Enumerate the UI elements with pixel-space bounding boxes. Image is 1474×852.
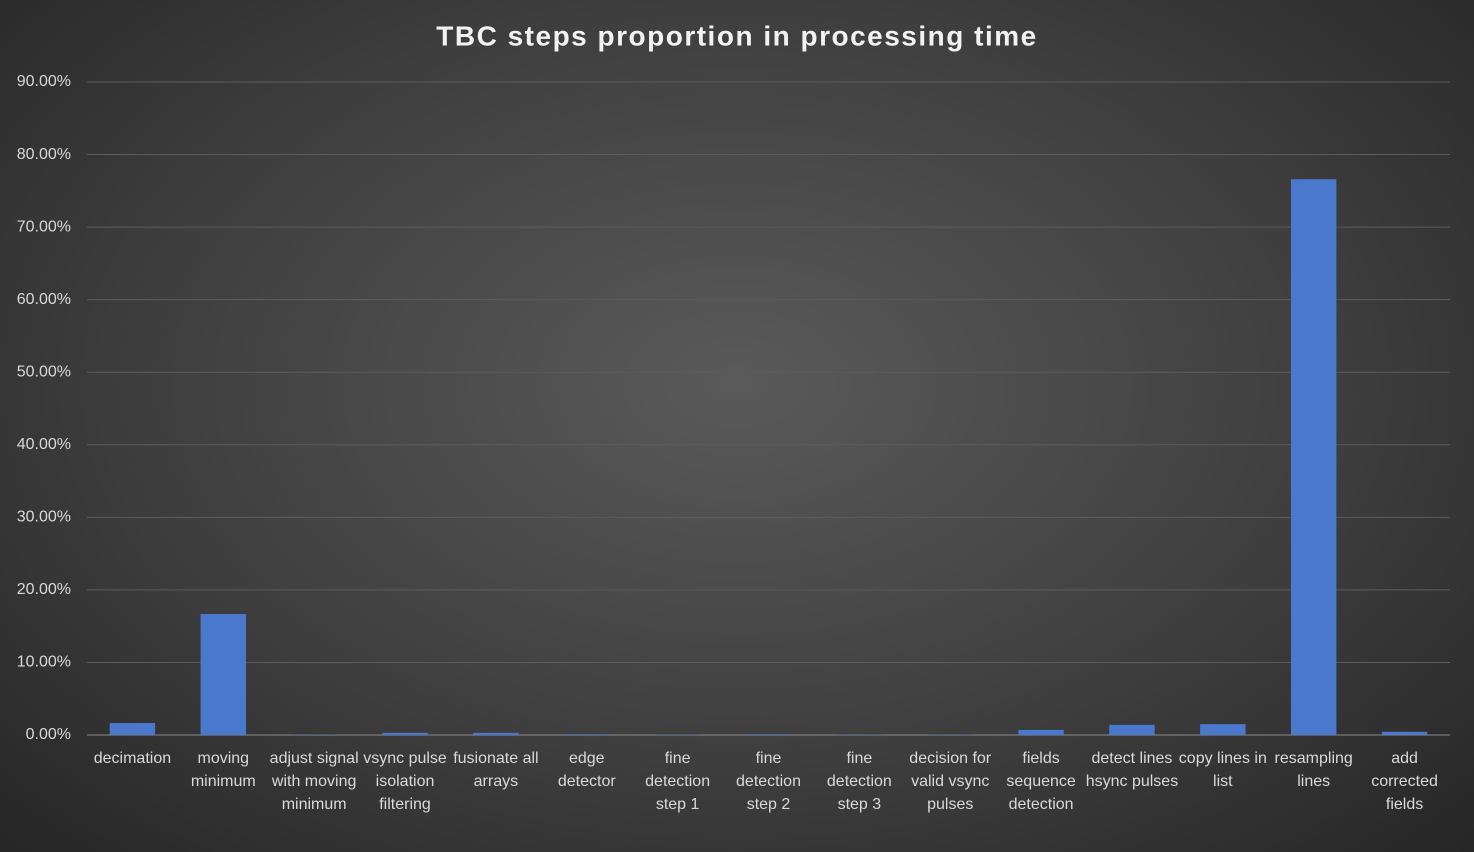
bar	[200, 614, 247, 735]
y-tick-label: 50.00%	[17, 363, 71, 380]
x-tick-label: adjust signal with moving minimum	[269, 750, 359, 813]
y-tick-label: 10.00%	[17, 654, 71, 671]
bar	[745, 734, 792, 735]
y-tick-label: 40.00%	[17, 436, 71, 453]
bar	[473, 732, 519, 735]
x-tick-label: fine detection step 1	[645, 750, 711, 813]
bar	[382, 732, 428, 735]
y-tick-label: 70.00%	[17, 218, 71, 235]
y-tick-label: 60.00%	[17, 291, 71, 308]
x-tick-label: fusionate all arrays	[453, 750, 539, 790]
y-tick-label: 30.00%	[17, 509, 71, 526]
x-tick-label: fields sequence detection	[1006, 750, 1076, 813]
bar	[564, 734, 610, 735]
bar	[1018, 729, 1064, 735]
bar	[1381, 731, 1428, 735]
bar	[1290, 179, 1337, 736]
bar	[1109, 724, 1155, 735]
x-tick-label: decision for valid vsync pulses	[909, 750, 992, 813]
x-tick-label: moving minimum	[190, 750, 256, 790]
x-tick-label: fine detection step 3	[826, 750, 892, 813]
chart-title: TBC steps proportion in processing time	[436, 20, 1037, 51]
x-tick-label: add corrected fields	[1371, 750, 1438, 813]
x-tick-label: vsync pulse isolation filtering	[363, 750, 447, 813]
y-tick-label: 90.00%	[17, 73, 71, 90]
y-tick-label: 20.00%	[17, 581, 71, 598]
y-tick-label: 80.00%	[17, 146, 71, 163]
x-tick-label: fine detection step 2	[736, 750, 801, 813]
x-tick-label: detect lines hsync pulses	[1085, 750, 1179, 790]
x-tick-label: decimation	[93, 750, 172, 767]
bar	[1200, 724, 1246, 735]
y-tick-label: 0.00%	[26, 726, 71, 743]
x-tick-label: copy lines in list	[1178, 750, 1267, 790]
bar	[109, 723, 156, 735]
x-tick-label: resampling lines	[1274, 750, 1353, 790]
x-tick-label: edge detector	[557, 750, 616, 790]
